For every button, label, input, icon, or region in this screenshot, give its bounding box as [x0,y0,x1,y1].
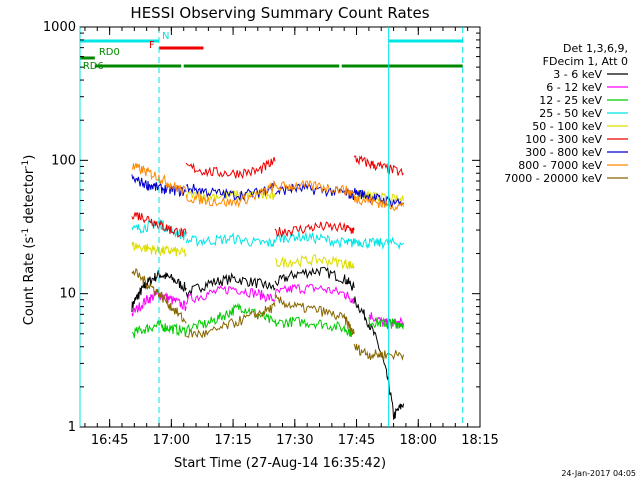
plot-frame [79,26,481,428]
legend-label-7: 800 - 7000 keV [518,159,602,172]
series-7-segment-2 [274,179,355,197]
x-tick-label-4: 17:45 [338,433,375,448]
attenuator-lines [79,27,464,427]
series-0-segment-2 [274,266,355,291]
flag-bars: NF RD0 RD6 [80,31,463,72]
x-axis-label: Start Time (27-Aug-14 16:35:42) [174,456,386,471]
legend-label-3: 25 - 50 keV [539,107,602,120]
y-tick-label-0: 1 [68,420,76,435]
series-5-segment-0 [131,212,187,238]
series-2-segment-2 [274,316,355,338]
y-axis-label-mid: detector [22,168,37,228]
x-tick-label-6: 18:15 [461,433,498,448]
y-axis-label-sup1: -1 [21,228,31,237]
series-0-segment-1 [185,272,276,299]
series-2-segment-1 [185,302,276,334]
series-0-segment-0 [131,270,187,313]
legend-header-0: Det 1,3,6,9, [563,42,628,55]
y-axis-label: Count Rate (s-1 detector-1) [21,155,37,326]
flag-label-rd0: RD0 [99,47,120,58]
y-axis-label-end: ) [22,155,37,160]
flag-label-f: F [149,40,155,51]
series-7-segment-3 [353,194,404,212]
series-3-segment-1 [185,232,276,248]
series-7-segment-0 [131,162,187,195]
series-4-segment-2 [274,254,355,271]
series-7 [131,162,404,212]
y-tick-label-3: 1000 [43,20,76,35]
series-lines [131,155,404,420]
x-tick-label-1: 17:00 [153,433,190,448]
series-6-segment-1 [185,180,276,202]
series-1-segment-1 [185,285,276,305]
y-ticks: 1 10 100 1000 [43,20,480,435]
y-axis-label-main: Count Rate (s [22,237,37,326]
flag-label-n: N [162,31,169,42]
x-tick-label-0: 16:45 [91,433,128,448]
x-ticks: 16:45 17:00 17:15 17:30 17:45 18:00 18:15 [84,27,499,448]
legend-label-4: 50 - 100 keV [532,120,602,133]
series-4 [131,189,404,271]
legend-label-1: 6 - 12 keV [546,81,602,94]
legend-label-6: 300 - 800 keV [525,146,602,159]
chart-title: HESSI Observing Summary Count Rates [130,4,429,22]
flag-label-rd6: RD6 [83,61,104,72]
series-5-segment-2 [274,221,355,238]
series-1 [131,283,404,330]
x-tick-label-3: 17:30 [276,433,313,448]
series-5-segment-1 [185,156,276,180]
series-2-segment-0 [131,319,187,339]
x-tick-label-5: 18:00 [400,433,437,448]
series-3 [131,219,404,250]
legend-label-0: 3 - 6 keV [553,68,602,81]
series-7-segment-1 [185,180,276,209]
legend-label-2: 12 - 25 keV [539,94,602,107]
legend-header-1: FDecim 1, Att 0 [543,55,628,68]
series-1-segment-2 [274,283,355,304]
series-0-segment-3 [353,296,404,420]
series-8-segment-2 [274,294,355,335]
series-5-segment-3 [353,155,404,176]
x-tick-label-2: 17:15 [214,433,251,448]
y-tick-label-1: 10 [59,287,76,302]
series-3-segment-2 [274,231,355,248]
series-0 [131,266,404,420]
series-6-segment-3 [353,187,404,208]
y-axis-label-sup2: -1 [21,160,31,169]
render-timestamp: 24-Jan-2017 04:05 [561,469,636,478]
series-5 [131,155,404,238]
series-8-segment-1 [185,301,276,339]
legend-label-5: 100 - 300 keV [525,133,602,146]
series-8-segment-3 [353,343,404,361]
y-tick-label-2: 100 [51,153,76,168]
series-3-segment-3 [353,236,404,250]
legend-label-8: 7000 - 20000 keV [504,172,602,185]
series-8 [131,268,404,361]
